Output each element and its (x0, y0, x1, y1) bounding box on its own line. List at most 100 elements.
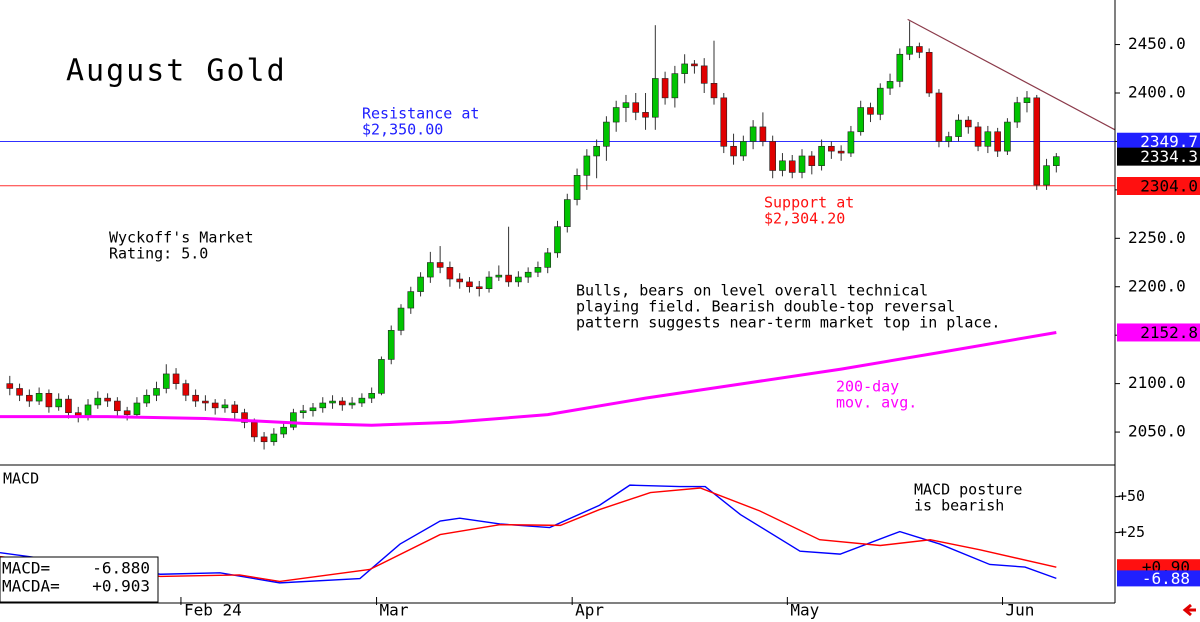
candle-body (622, 102, 630, 108)
candle-body (808, 155, 816, 166)
candle-body (192, 394, 199, 402)
annotation: mov. avg. (836, 394, 917, 412)
candle-body (837, 150, 845, 154)
annotation: is bearish (914, 497, 1004, 515)
candle-body (436, 262, 444, 268)
readout-name: MACDA= (2, 577, 60, 596)
annotation: Wyckoff's Market (109, 229, 254, 247)
candle-body (730, 145, 737, 157)
candle-body (573, 175, 581, 200)
candle-body (505, 274, 512, 283)
candle-body (153, 388, 160, 396)
annotation: Rating: 5.0 (109, 245, 208, 263)
candle-body (241, 412, 248, 423)
candle-body (876, 87, 884, 115)
annotation: pattern suggests near-term market top in… (576, 314, 1000, 332)
y-tick-label: +50 (1118, 487, 1145, 505)
candle-body (671, 73, 679, 99)
candle-body (515, 276, 522, 283)
price-tag-label: 2152.8 (1140, 323, 1198, 342)
annotation: $2,350.00 (362, 121, 443, 139)
candle-body (710, 83, 718, 99)
candle-body (984, 131, 992, 147)
candle-body (974, 126, 982, 147)
candle-body (94, 397, 102, 406)
y-tick-label: +25 (1118, 523, 1145, 541)
candle-body (964, 119, 972, 128)
candle-body (427, 262, 434, 278)
candle-body (935, 92, 943, 142)
candle-body (339, 400, 346, 406)
candle-body (700, 65, 708, 84)
candle-body (603, 121, 610, 147)
candle-body (290, 412, 297, 428)
annotation: MACD posture (914, 481, 1022, 499)
candle-body (280, 426, 287, 435)
candle-body (534, 267, 542, 273)
candle-body (720, 97, 728, 147)
candle-body (925, 52, 933, 94)
price-tag (1117, 147, 1200, 166)
candle-body (299, 410, 307, 413)
candle-body (368, 393, 375, 399)
marks-layer (0, 21, 1060, 584)
y-tick-label: 2100.0 (1128, 373, 1186, 392)
candle-body (221, 404, 229, 409)
candle-body (1013, 102, 1021, 123)
candle-body (642, 112, 649, 118)
annotation: Bulls, bears on level overall technical (576, 282, 928, 300)
candle-body (417, 276, 424, 292)
candle-body (397, 307, 405, 331)
x-tick-label: Apr (575, 601, 604, 620)
candle-body (593, 145, 600, 157)
readout-value: +0.903 (92, 577, 150, 596)
x-tick-label: Mar (380, 601, 409, 620)
candle-body (114, 400, 121, 412)
moving-average (0, 330, 1057, 427)
candle-body (133, 402, 141, 415)
nav-arrow[interactable] (1182, 603, 1196, 617)
price-tag-label: 2304.0 (1140, 177, 1198, 196)
macd-line (0, 487, 1057, 583)
candle-body (162, 373, 170, 389)
candle-body (563, 199, 571, 227)
readout-value: -6.880 (92, 559, 150, 578)
candle-body (35, 393, 43, 402)
candle-body (886, 81, 894, 89)
candle-body (358, 397, 366, 404)
price-tag (1117, 323, 1200, 342)
y-tick-label: 2400.0 (1128, 83, 1186, 102)
candle-body (16, 388, 23, 396)
candle-body (1053, 156, 1060, 166)
candle-body (828, 145, 835, 152)
candle-body (818, 145, 825, 166)
macd-tag (1117, 570, 1200, 587)
candle-body (475, 286, 483, 289)
candle-body (779, 160, 786, 171)
price-tag (1117, 132, 1200, 151)
candle-body (378, 359, 385, 394)
candle-body (945, 136, 953, 142)
candle-body (65, 398, 72, 413)
candle-body (847, 131, 855, 154)
candle-body (231, 404, 239, 413)
candle-body (485, 276, 493, 289)
candle-body (123, 410, 131, 415)
candle-body (143, 394, 151, 404)
x-tick-label: May (790, 601, 819, 620)
candle-body (906, 46, 913, 55)
candle-body (994, 131, 1001, 152)
y-tick-label: 2450.0 (1128, 34, 1186, 53)
candle-body (55, 398, 62, 408)
candle-body (348, 402, 356, 406)
annotation: Support at (764, 194, 854, 212)
price-tag-label: 2349.7 (1140, 132, 1198, 151)
candle-body (466, 281, 473, 288)
candle-body (652, 78, 659, 118)
candle-body (329, 400, 336, 404)
candle-body (495, 274, 503, 278)
y-tick-label: 2200.0 (1128, 276, 1186, 295)
candle-body (1033, 97, 1041, 186)
candle-body (916, 46, 923, 53)
